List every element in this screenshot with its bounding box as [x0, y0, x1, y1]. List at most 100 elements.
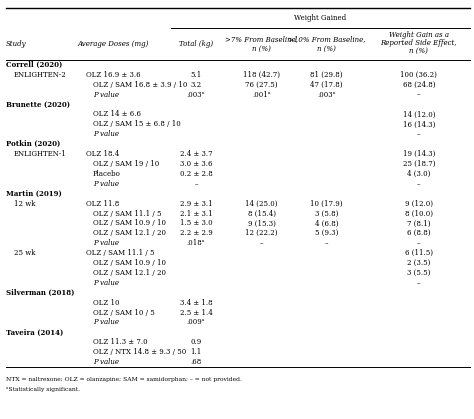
- Text: –: –: [417, 130, 420, 138]
- Text: 3.4 ± 1.8: 3.4 ± 1.8: [180, 299, 212, 307]
- Text: 8 (15.4): 8 (15.4): [247, 210, 275, 217]
- Text: 81 (29.8): 81 (29.8): [310, 71, 343, 79]
- Text: P value: P value: [93, 318, 119, 326]
- Text: ᵃStatistically significant.: ᵃStatistically significant.: [6, 386, 80, 391]
- Text: .68: .68: [191, 358, 201, 366]
- Text: 5.1: 5.1: [191, 71, 201, 79]
- Text: OLZ / SAM 11.1 / 5: OLZ / SAM 11.1 / 5: [93, 210, 162, 217]
- Text: OLZ 11.8: OLZ 11.8: [86, 199, 119, 207]
- Text: n (%): n (%): [317, 45, 336, 53]
- Text: 12 wk: 12 wk: [14, 199, 36, 207]
- Text: 3.0 ± 3.6: 3.0 ± 3.6: [180, 160, 212, 168]
- Text: P value: P value: [93, 239, 119, 247]
- Text: OLZ / SAM 10.9 / 10: OLZ / SAM 10.9 / 10: [93, 220, 166, 228]
- Text: –: –: [325, 239, 328, 247]
- Text: 1.5 ± 3.0: 1.5 ± 3.0: [180, 220, 212, 228]
- Text: >10% From Baseline,: >10% From Baseline,: [288, 35, 365, 43]
- Text: .018ᵃ: .018ᵃ: [187, 239, 205, 247]
- Text: 6 (8.8): 6 (8.8): [407, 229, 430, 237]
- Text: OLZ / SAM 11.1 / 5: OLZ / SAM 11.1 / 5: [86, 249, 155, 257]
- Text: Total (kg): Total (kg): [179, 40, 213, 48]
- Text: 9 (15.3): 9 (15.3): [247, 220, 275, 228]
- Text: 2.4 ± 3.7: 2.4 ± 3.7: [180, 150, 212, 158]
- Text: –: –: [417, 180, 420, 188]
- Text: –: –: [417, 279, 420, 287]
- Text: Placebo: Placebo: [93, 170, 121, 178]
- Text: 2.5 ± 1.4: 2.5 ± 1.4: [180, 308, 212, 316]
- Text: Correll (2020): Correll (2020): [6, 61, 62, 69]
- Text: 2.9 ± 3.1: 2.9 ± 3.1: [180, 199, 212, 207]
- Text: 3 (5.8): 3 (5.8): [315, 210, 338, 217]
- Text: OLZ / SAM 12.1 / 20: OLZ / SAM 12.1 / 20: [93, 269, 166, 277]
- Text: –: –: [417, 91, 420, 98]
- Text: 7 (8.1): 7 (8.1): [407, 220, 430, 228]
- Text: ENLIGHTEN-1: ENLIGHTEN-1: [14, 150, 67, 158]
- Text: –: –: [260, 239, 263, 247]
- Text: 68 (24.8): 68 (24.8): [402, 81, 435, 89]
- Text: P value: P value: [93, 358, 119, 366]
- Text: OLZ / SAM 10.9 / 10: OLZ / SAM 10.9 / 10: [93, 259, 166, 267]
- Text: OLZ / SAM 12.1 / 20: OLZ / SAM 12.1 / 20: [93, 229, 166, 237]
- Text: 14 (12.0): 14 (12.0): [402, 111, 435, 119]
- Text: OLZ 10: OLZ 10: [93, 299, 119, 307]
- Text: OLZ 11.3 ± 7.0: OLZ 11.3 ± 7.0: [93, 338, 147, 346]
- Text: 16 (14.3): 16 (14.3): [402, 120, 435, 128]
- Text: 25 (18.7): 25 (18.7): [402, 160, 435, 168]
- Text: OLZ 16.9 ± 3.6: OLZ 16.9 ± 3.6: [86, 71, 141, 79]
- Text: n (%): n (%): [252, 45, 271, 53]
- Text: Weight Gain as a: Weight Gain as a: [389, 31, 449, 39]
- Text: 14 (25.0): 14 (25.0): [246, 199, 278, 207]
- Text: 1.1: 1.1: [191, 348, 201, 356]
- Text: 3 (5.5): 3 (5.5): [407, 269, 430, 277]
- Text: Average Doses (mg): Average Doses (mg): [78, 40, 149, 48]
- Text: P value: P value: [93, 180, 119, 188]
- Text: 3.2: 3.2: [191, 81, 201, 89]
- Text: OLZ / SAM 19 / 10: OLZ / SAM 19 / 10: [93, 160, 159, 168]
- Text: Potkin (2020): Potkin (2020): [6, 140, 60, 148]
- Text: 2.1 ± 3.1: 2.1 ± 3.1: [180, 210, 212, 217]
- Text: 2 (3.5): 2 (3.5): [407, 259, 430, 267]
- Text: 9 (12.0): 9 (12.0): [405, 199, 433, 207]
- Text: P value: P value: [93, 91, 119, 98]
- Text: .003ᵃ: .003ᵃ: [187, 91, 205, 98]
- Text: Brunette (2020): Brunette (2020): [6, 101, 70, 109]
- Text: OLZ / NTX 14.8 ± 9.3 / 50: OLZ / NTX 14.8 ± 9.3 / 50: [93, 348, 186, 356]
- Text: 10 (17.9): 10 (17.9): [310, 199, 343, 207]
- Text: 4 (3.0): 4 (3.0): [407, 170, 430, 178]
- Text: n (%): n (%): [410, 47, 428, 55]
- Text: ENLIGHTEN-2: ENLIGHTEN-2: [14, 71, 67, 79]
- Text: .003ᵃ: .003ᵃ: [317, 91, 336, 98]
- Text: Study: Study: [6, 40, 27, 48]
- Text: 12 (22.2): 12 (22.2): [246, 229, 278, 237]
- Text: Taveira (2014): Taveira (2014): [6, 328, 63, 336]
- Text: OLZ 18.4: OLZ 18.4: [86, 150, 119, 158]
- Text: 76 (27.5): 76 (27.5): [246, 81, 278, 89]
- Text: 4 (6.8): 4 (6.8): [315, 220, 338, 228]
- Text: 19 (14.3): 19 (14.3): [402, 150, 435, 158]
- Text: >7% From Baseline,: >7% From Baseline,: [225, 35, 298, 43]
- Text: OLZ / SAM 15 ± 6.8 / 10: OLZ / SAM 15 ± 6.8 / 10: [93, 120, 181, 128]
- Text: 118 (42.7): 118 (42.7): [243, 71, 280, 79]
- Text: 6 (11.5): 6 (11.5): [405, 249, 433, 257]
- Text: 100 (36.2): 100 (36.2): [401, 71, 437, 79]
- Text: .009ᵃ: .009ᵃ: [187, 318, 205, 326]
- Text: 0.2 ± 2.8: 0.2 ± 2.8: [180, 170, 212, 178]
- Text: Weight Gained: Weight Gained: [294, 14, 346, 22]
- Text: –: –: [194, 180, 198, 188]
- Text: 2.2 ± 2.9: 2.2 ± 2.9: [180, 229, 212, 237]
- Text: Reported Side Effect,: Reported Side Effect,: [381, 39, 457, 47]
- Text: –: –: [417, 239, 420, 247]
- Text: 5 (9.3): 5 (9.3): [315, 229, 338, 237]
- Text: Silverman (2018): Silverman (2018): [6, 289, 74, 297]
- Text: 8 (10.0): 8 (10.0): [405, 210, 433, 217]
- Text: OLZ / SAM 10 / 5: OLZ / SAM 10 / 5: [93, 308, 155, 316]
- Text: 0.9: 0.9: [191, 338, 201, 346]
- Text: P value: P value: [93, 279, 119, 287]
- Text: OLZ 14 ± 6.6: OLZ 14 ± 6.6: [93, 111, 141, 119]
- Text: .001ᵃ: .001ᵃ: [252, 91, 271, 98]
- Text: P value: P value: [93, 130, 119, 138]
- Text: 25 wk: 25 wk: [14, 249, 36, 257]
- Text: NTX = naltrexone; OLZ = olanzapine; SAM = samidorphan; – = not provided.: NTX = naltrexone; OLZ = olanzapine; SAM …: [6, 377, 242, 382]
- Text: Martin (2019): Martin (2019): [6, 190, 62, 198]
- Text: OLZ / SAM 16.8 ± 3.9 / 10: OLZ / SAM 16.8 ± 3.9 / 10: [93, 81, 187, 89]
